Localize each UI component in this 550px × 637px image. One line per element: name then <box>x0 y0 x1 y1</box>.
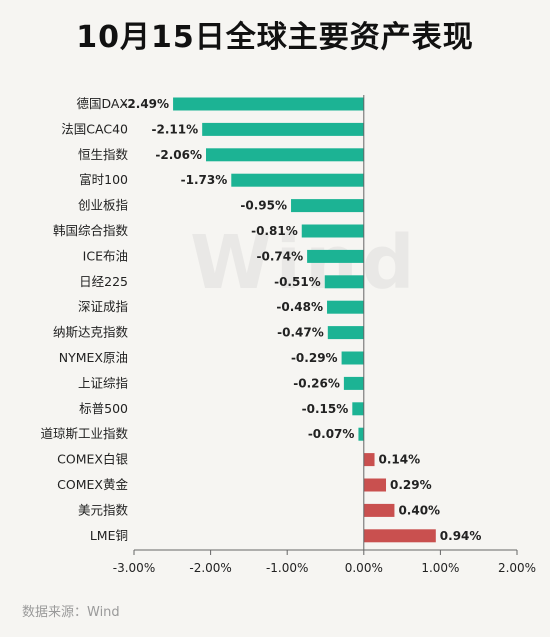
source-note: 数据来源：Wind <box>22 605 120 620</box>
bar <box>231 173 364 187</box>
bar <box>363 529 436 543</box>
value-label: -0.15% <box>302 402 349 416</box>
category-label: 韩国综合指数 <box>53 223 129 238</box>
category-label: 标普500 <box>79 401 128 416</box>
x-tick-label: -2.00% <box>189 561 231 575</box>
value-label: -0.95% <box>240 199 287 213</box>
category-label: 美元指数 <box>78 502 129 517</box>
value-label: -1.73% <box>181 173 228 187</box>
x-tick-label: 1.00% <box>421 561 459 575</box>
x-tick-label: -3.00% <box>113 561 155 575</box>
bar <box>206 148 364 162</box>
value-label: -0.29% <box>291 351 338 365</box>
category-label: 德国DAX <box>76 96 128 111</box>
value-label: 0.94% <box>440 529 482 543</box>
value-label: 0.14% <box>379 453 421 467</box>
category-label: 上证综指 <box>78 375 128 390</box>
value-label: -0.26% <box>293 376 340 390</box>
category-label: 纳斯达克指数 <box>53 325 129 340</box>
bar <box>173 97 364 111</box>
value-label: -2.06% <box>155 148 202 162</box>
bar <box>327 300 364 314</box>
category-label: LME铜 <box>90 528 128 543</box>
category-label: COMEX白银 <box>57 452 128 467</box>
bar <box>324 275 364 289</box>
category-label: 创业板指 <box>78 198 128 213</box>
bar <box>327 326 364 340</box>
bar <box>341 351 364 365</box>
category-label: NYMEX原油 <box>59 350 128 365</box>
value-label: -0.48% <box>276 300 323 314</box>
category-label: 恒生指数 <box>78 147 129 162</box>
value-label: -0.47% <box>277 326 324 340</box>
category-label: 深证成指 <box>78 299 128 314</box>
value-label: -0.07% <box>308 427 355 441</box>
value-label: -2.11% <box>152 122 199 136</box>
category-label: 道琼斯工业指数 <box>40 426 128 441</box>
value-label: 0.40% <box>398 503 440 517</box>
value-label: -0.51% <box>274 275 321 289</box>
value-label: -2.49% <box>122 97 169 111</box>
bar <box>358 427 364 441</box>
category-label: 富时100 <box>79 172 128 187</box>
bar <box>343 376 364 390</box>
category-label: 法国CAC40 <box>61 121 128 136</box>
bar <box>352 402 364 416</box>
bar <box>301 224 364 238</box>
bar <box>363 453 375 467</box>
category-label: COMEX黄金 <box>57 477 128 492</box>
category-label: 日经225 <box>79 274 128 289</box>
value-label: 0.29% <box>390 478 432 492</box>
bar <box>363 478 387 492</box>
category-label: ICE布油 <box>83 248 128 263</box>
value-label: -0.81% <box>251 224 298 238</box>
value-label: -0.74% <box>256 249 303 263</box>
bar <box>291 199 364 213</box>
bar <box>202 122 364 136</box>
x-tick-label: -1.00% <box>266 561 308 575</box>
bar <box>307 249 364 263</box>
x-tick-label: 0.00% <box>345 561 383 575</box>
page-title: 10月15日全球主要资产表现 <box>76 20 474 55</box>
x-tick-label: 2.00% <box>498 561 536 575</box>
bar <box>363 503 395 517</box>
